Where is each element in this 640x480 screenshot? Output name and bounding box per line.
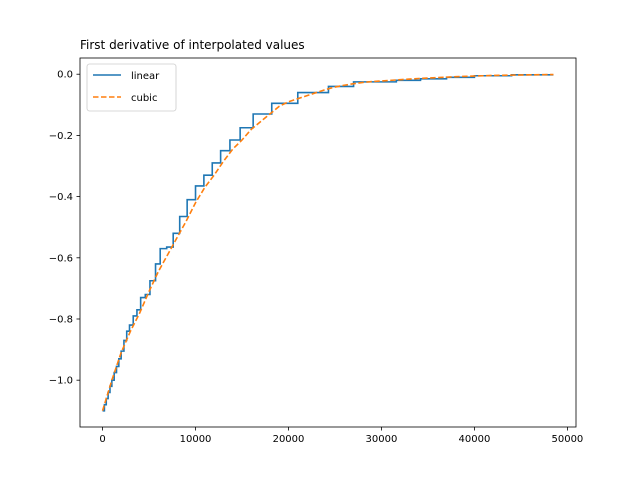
legend-label-cubic: cubic bbox=[131, 93, 157, 104]
y-tick-label: −0.6 bbox=[49, 253, 73, 264]
chart-title: First derivative of interpolated values bbox=[80, 38, 305, 52]
x-tick-label: 20000 bbox=[273, 434, 305, 445]
series-line-linear bbox=[102, 74, 554, 412]
x-tick-label: 10000 bbox=[180, 434, 212, 445]
x-tick-label: 40000 bbox=[459, 434, 491, 445]
axes: 0 10000 20000 30000 40000 50000 0.0 −0.2 −0.4 −0.… bbox=[49, 57, 583, 445]
y-tick-label: −0.4 bbox=[49, 192, 73, 203]
plot-area bbox=[101, 73, 554, 412]
y-tick-label: −0.2 bbox=[49, 131, 73, 142]
x-tick-label: 30000 bbox=[366, 434, 398, 445]
legend: linear cubic bbox=[86, 63, 177, 112]
y-tick-label: −1.0 bbox=[49, 376, 73, 387]
legend-label-linear: linear bbox=[131, 71, 160, 82]
y-tick-label: 0.0 bbox=[57, 70, 73, 81]
series-line-cubic bbox=[101, 73, 554, 412]
x-tick-label: 0 bbox=[99, 434, 105, 445]
axes-frame bbox=[79, 57, 577, 428]
x-tick-label: 50000 bbox=[551, 434, 583, 445]
y-tick-label: −0.8 bbox=[49, 314, 73, 325]
